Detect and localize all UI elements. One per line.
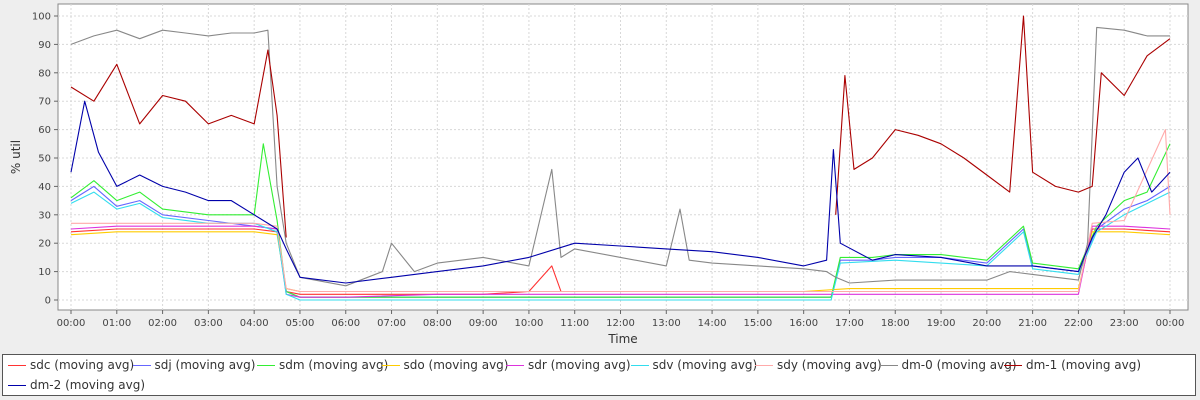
series-line-dm-1: [70, 15, 1171, 238]
line-chart: 0 10 20 30 40 50 60 70 80 90 100 00:00 01:00 02:00 03…: [9, 3, 1189, 346]
y-axis: 0 10 20 30 40 50 60 70 80 90 100: [32, 12, 58, 307]
x-tick-label: 19:00: [927, 318, 956, 329]
x-tick-label: 11:00: [560, 318, 589, 329]
x-tick-label: 14:00: [698, 318, 727, 329]
legend-label: sdr (moving avg): [528, 358, 631, 372]
legend-swatch: [630, 365, 649, 366]
y-tick-label: 100: [32, 12, 51, 23]
x-tick-label: 20:00: [972, 318, 1001, 329]
legend-swatch: [755, 365, 773, 366]
x-tick-label: 05:00: [286, 318, 315, 329]
legend-swatch: [879, 365, 898, 366]
x-tick-label: 17:00: [835, 318, 864, 329]
x-tick-label: 00:00: [1156, 318, 1185, 329]
legend-label: dm-0 (moving avg): [901, 358, 1017, 372]
legend-item: dm-2 (moving avg): [5, 376, 145, 394]
legend-label: sdc (moving avg): [30, 358, 135, 372]
plot-area: [57, 3, 1189, 311]
x-tick-label: 09:00: [469, 318, 498, 329]
y-tick-label: 70: [38, 97, 51, 108]
y-tick-label: 50: [38, 154, 51, 165]
legend: sdc (moving avg) sdj (moving avg) sdm (mov…: [2, 354, 1196, 396]
x-tick-label: 18:00: [881, 318, 910, 329]
x-tick-label: 10:00: [515, 318, 544, 329]
legend-item: sdo (moving avg): [379, 356, 509, 374]
legend-swatch: [1004, 365, 1022, 366]
series-line-sdy: [71, 129, 1171, 293]
y-tick-label: 90: [38, 40, 51, 51]
legend-item: sdc (moving avg): [5, 356, 134, 374]
legend-item: sdm (moving avg): [254, 356, 388, 374]
y-tick-label: 30: [38, 210, 51, 221]
series-line-sdm: [70, 143, 1171, 298]
x-tick-label: 03:00: [194, 318, 223, 329]
legend-label: sdy (moving avg): [777, 358, 882, 372]
legend-label: dm-2 (moving avg): [30, 378, 146, 392]
legend-label: sdm (moving avg): [279, 358, 389, 372]
y-tick-label: 10: [38, 267, 51, 278]
legend-item: sdr (moving avg): [503, 356, 631, 374]
legend-label: sdj (moving avg): [154, 358, 256, 372]
x-tick-label: 06:00: [331, 318, 360, 329]
legend-swatch: [8, 385, 26, 386]
x-tick-label: 13:00: [652, 318, 681, 329]
series-line-sdr: [70, 225, 1171, 298]
x-axis: 00:00 01:00 02:00 03:00 04:00 05:00 06:00 07:00…: [57, 310, 1185, 329]
x-tick-label: 02:00: [148, 318, 177, 329]
x-tick-label: 15:00: [743, 318, 772, 329]
y-axis-label: % util: [9, 140, 23, 174]
legend-item: dm-0 (moving avg): [877, 356, 1017, 374]
legend-item: sdy (moving avg): [752, 356, 882, 374]
x-tick-label: 21:00: [1018, 318, 1047, 329]
y-tick-label: 60: [38, 125, 51, 136]
series-line-dm-0: [70, 26, 1170, 287]
x-tick-label: 07:00: [377, 318, 406, 329]
x-tick-label: 16:00: [789, 318, 818, 329]
x-tick-label: 08:00: [423, 318, 452, 329]
series-layer: [70, 15, 1171, 301]
legend-swatch: [381, 365, 400, 366]
legend-swatch: [257, 365, 275, 366]
legend-swatch: [8, 365, 26, 366]
x-tick-label: 12:00: [606, 318, 635, 329]
x-tick-label: 04:00: [240, 318, 269, 329]
legend-label: dm-1 (moving avg): [1026, 358, 1142, 372]
legend-item: sdj (moving avg): [130, 356, 256, 374]
x-tick-label: 00:00: [57, 318, 86, 329]
legend-item: sdv (moving avg): [628, 356, 758, 374]
legend-item: dm-1 (moving avg): [1001, 356, 1141, 374]
series-line-dm-2: [70, 100, 1171, 284]
legend-swatch: [132, 365, 151, 366]
legend-swatch: [506, 365, 524, 366]
y-tick-label: 20: [38, 239, 51, 250]
x-axis-label: Time: [607, 332, 637, 346]
y-tick-label: 0: [45, 296, 51, 307]
x-tick-label: 01:00: [102, 318, 131, 329]
legend-label: sdv (moving avg): [652, 358, 758, 372]
y-tick-label: 80: [38, 68, 51, 79]
grid-lines: [58, 4, 1188, 310]
series-line-sdv: [70, 191, 1171, 301]
legend-label: sdo (moving avg): [403, 358, 509, 372]
x-tick-label: 22:00: [1064, 318, 1093, 329]
y-tick-label: 40: [38, 182, 51, 193]
x-tick-label: 23:00: [1110, 318, 1139, 329]
